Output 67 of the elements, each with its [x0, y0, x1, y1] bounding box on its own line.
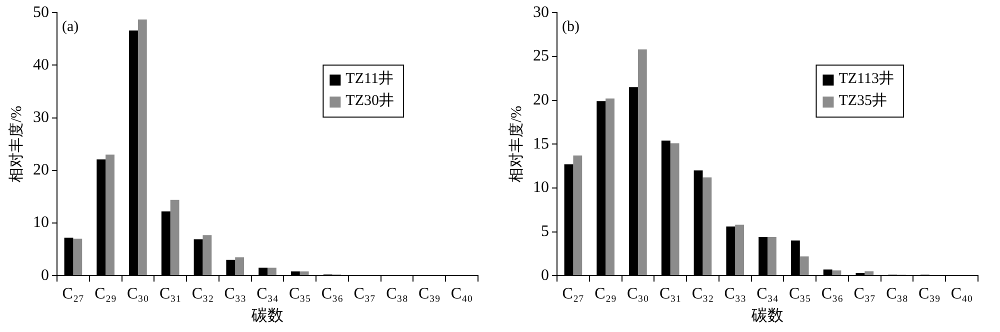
x-axis-title: 碳数	[750, 306, 784, 325]
bar	[735, 224, 744, 276]
y-tick-label: 15	[533, 135, 549, 152]
y-tick-label: 20	[33, 162, 49, 179]
x-tick-label: C₂₉	[594, 285, 616, 302]
bar	[670, 143, 680, 276]
x-tick-label: C₃₇	[854, 285, 876, 302]
bar	[202, 235, 212, 276]
legend-label: TZ113井	[838, 70, 894, 88]
y-tick-label: 20	[533, 91, 549, 108]
y-tick-label: 10	[533, 179, 549, 196]
bar	[573, 155, 582, 276]
x-tick-label: C₃₇	[354, 285, 376, 302]
x-tick-label: C₃₃	[724, 285, 746, 302]
legend-label: TZ30井	[346, 92, 394, 110]
x-tick-label: C₃₅	[788, 285, 811, 302]
x-tick-label: C₂₇	[62, 285, 84, 302]
bar	[235, 257, 244, 276]
bar	[300, 271, 309, 276]
bar	[106, 154, 114, 276]
y-tick-label: 0	[41, 266, 49, 284]
x-tick-label: C₃₂	[692, 285, 714, 302]
legend-label: TZ35井	[838, 92, 888, 110]
bar	[864, 271, 874, 276]
y-tick-label: 10	[33, 214, 49, 232]
bar	[73, 238, 82, 276]
x-tick-label: C₄₀	[450, 285, 473, 302]
x-tick-label: C₃₅	[288, 285, 311, 302]
bar	[832, 270, 842, 276]
x-tick-label: C₃₃	[224, 285, 246, 302]
y-tick-label: 0	[541, 266, 549, 284]
x-tick-label: C₃₉	[418, 285, 440, 302]
bar	[768, 237, 776, 276]
bar	[800, 256, 809, 276]
x-tick-label: C₃₀	[127, 285, 149, 302]
bar	[268, 268, 276, 276]
x-tick-label: C₃₁	[159, 285, 182, 302]
x-tick-label: C₃₀	[627, 285, 649, 302]
bar	[638, 49, 647, 276]
y-tick-label: 5	[541, 222, 549, 240]
y-axis-title: 相对丰度/%	[8, 106, 25, 182]
y-axis-title: 相对丰度/%	[508, 106, 525, 182]
x-tick-label: C₂₇	[562, 285, 584, 302]
x-tick-label: C₃₈	[886, 285, 908, 302]
x-tick-label: C₂₉	[94, 285, 116, 302]
y-tick-label: 30	[533, 4, 549, 21]
x-tick-label: C₃₂	[192, 285, 214, 302]
x-tick-label: C₃₆	[321, 285, 344, 302]
annotation: (b)	[562, 19, 580, 36]
x-tick-label: C₃₉	[918, 285, 940, 302]
x-tick-label: C₃₄	[256, 285, 279, 302]
x-tick-label: C₃₄	[756, 285, 779, 302]
bar	[702, 177, 712, 276]
y-tick-label: 30	[33, 109, 49, 126]
y-tick-label: 25	[533, 48, 549, 65]
bar	[606, 98, 614, 276]
x-tick-label: C₄₀	[950, 285, 973, 302]
bar	[138, 19, 147, 276]
bar	[170, 200, 180, 276]
y-tick-label: 40	[33, 56, 49, 74]
annotation: (a)	[62, 19, 79, 36]
legend-label: TZ11井	[346, 70, 394, 88]
y-tick-label: 50	[33, 4, 49, 21]
x-tick-label: C₃₈	[386, 285, 408, 302]
x-axis-title: 碳数	[250, 306, 284, 325]
x-tick-label: C₃₆	[821, 285, 844, 302]
x-tick-label: C₃₁	[659, 285, 682, 302]
